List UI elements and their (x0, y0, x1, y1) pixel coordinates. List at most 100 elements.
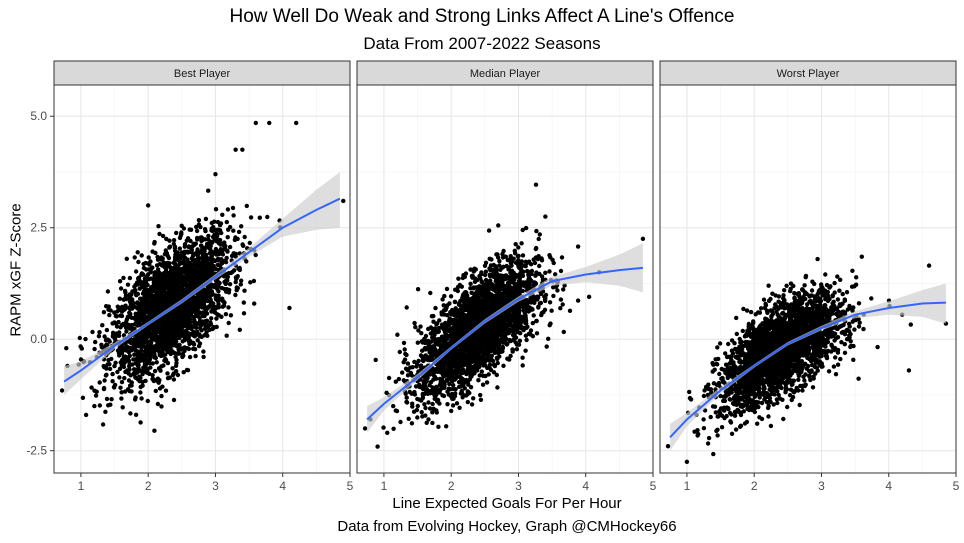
data-point (159, 350, 164, 355)
data-point (450, 354, 456, 360)
data-point (149, 266, 154, 271)
data-point (539, 258, 545, 263)
data-point (248, 215, 254, 220)
data-point (491, 370, 497, 375)
data-point (553, 272, 558, 277)
data-point (185, 250, 191, 255)
data-point (501, 363, 506, 368)
data-point (534, 331, 540, 336)
data-point (213, 207, 219, 212)
data-point (189, 248, 194, 253)
data-point (201, 349, 206, 354)
data-point (513, 242, 518, 247)
data-point (118, 325, 123, 330)
data-point (189, 280, 194, 285)
data-point (209, 299, 214, 305)
data-point (216, 305, 221, 310)
data-point (544, 344, 549, 349)
data-point (213, 231, 219, 236)
data-point (137, 379, 142, 384)
data-point (191, 242, 197, 248)
data-point (468, 385, 474, 390)
data-point (448, 310, 453, 315)
data-point (224, 219, 229, 225)
x-tick-label: 1 (78, 479, 85, 493)
data-point (507, 322, 512, 328)
data-point (485, 357, 490, 362)
data-point (476, 360, 482, 365)
data-point (119, 396, 124, 401)
data-point (225, 207, 231, 212)
data-point (107, 312, 112, 318)
data-point (512, 248, 517, 253)
data-point (142, 335, 147, 341)
data-point (177, 246, 182, 251)
data-point (511, 256, 516, 261)
data-point (183, 275, 189, 280)
data-point (100, 323, 105, 328)
data-point (148, 276, 154, 281)
data-point (536, 305, 541, 310)
data-point (178, 233, 183, 238)
data-point (513, 340, 518, 345)
data-point (97, 403, 103, 408)
data-point (129, 383, 134, 388)
data-point (415, 396, 420, 402)
data-point (499, 278, 505, 284)
data-point (498, 267, 503, 272)
data-point (482, 272, 488, 278)
data-point (495, 360, 500, 366)
data-point (404, 395, 409, 400)
data-point (534, 318, 539, 324)
data-point (146, 314, 151, 319)
data-point (194, 257, 199, 263)
data-point (433, 305, 438, 311)
data-point (431, 406, 436, 411)
data-point (210, 326, 215, 332)
trend-line (63, 197, 341, 383)
data-point (156, 224, 161, 229)
data-point (535, 256, 541, 262)
data-point (196, 218, 202, 223)
data-point (166, 303, 171, 308)
data-point (391, 403, 396, 409)
data-point (138, 420, 143, 425)
data-point (189, 301, 194, 306)
x-tick-label: 5 (347, 479, 354, 493)
data-point (173, 273, 178, 279)
data-point (468, 267, 473, 272)
data-point (186, 245, 192, 250)
data-point (521, 327, 526, 333)
data-point (546, 336, 551, 341)
data-point (233, 147, 238, 152)
data-point (142, 276, 148, 281)
data-point (484, 278, 489, 284)
data-point (393, 379, 398, 384)
data-point (171, 397, 177, 403)
data-point (241, 311, 247, 316)
data-point (158, 322, 164, 327)
data-point (139, 345, 144, 350)
data-point (173, 342, 179, 347)
data-point (472, 371, 477, 376)
data-point (115, 369, 120, 375)
data-point (104, 327, 110, 333)
data-point (175, 326, 180, 331)
data-point (127, 275, 133, 281)
data-point (133, 311, 138, 316)
data-point (83, 412, 89, 418)
data-point (168, 348, 173, 353)
data-point (445, 378, 450, 383)
data-point (415, 403, 420, 409)
data-point (117, 366, 123, 371)
data-point (200, 313, 206, 319)
data-point (137, 356, 142, 361)
data-point (391, 426, 396, 431)
data-point (253, 252, 258, 258)
data-point (194, 329, 200, 334)
data-point (520, 227, 525, 233)
data-point (456, 379, 462, 385)
data-point (450, 386, 456, 392)
data-point (222, 245, 228, 251)
